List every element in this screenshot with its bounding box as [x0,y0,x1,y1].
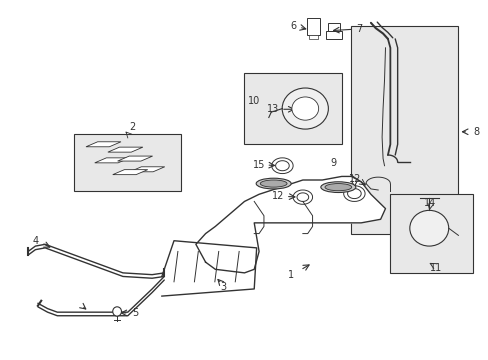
Ellipse shape [291,97,318,120]
Text: 2: 2 [129,122,136,132]
Bar [327,23,340,31]
Text: 3: 3 [220,282,226,292]
Text: 12: 12 [348,174,360,184]
Bar [306,18,320,35]
Bar [351,26,458,234]
Text: 13: 13 [266,104,278,114]
Text: 14: 14 [423,198,435,208]
Polygon shape [117,156,152,161]
Text: 5: 5 [132,308,138,318]
Text: 6: 6 [289,21,296,31]
Text: 9: 9 [330,158,336,168]
Text: 10: 10 [247,96,260,107]
Bar [308,35,318,39]
Ellipse shape [320,182,355,193]
Text: 8: 8 [472,127,478,137]
Ellipse shape [325,184,351,191]
Bar [244,73,341,144]
Text: 12: 12 [272,191,284,201]
Bar [74,134,181,191]
Ellipse shape [409,210,448,246]
Polygon shape [162,241,256,296]
Text: 15: 15 [252,159,264,170]
Polygon shape [108,147,142,152]
Text: 11: 11 [429,262,441,273]
Text: 1: 1 [287,270,293,280]
Polygon shape [129,167,164,172]
Ellipse shape [282,88,328,129]
Polygon shape [196,176,385,273]
Polygon shape [86,142,121,147]
Ellipse shape [256,178,290,189]
Polygon shape [113,170,147,175]
Text: 4: 4 [32,236,39,246]
Text: 7: 7 [356,24,362,34]
Polygon shape [95,158,129,163]
Ellipse shape [260,180,286,187]
Bar [325,31,341,39]
Ellipse shape [113,307,121,316]
Bar [389,194,472,273]
